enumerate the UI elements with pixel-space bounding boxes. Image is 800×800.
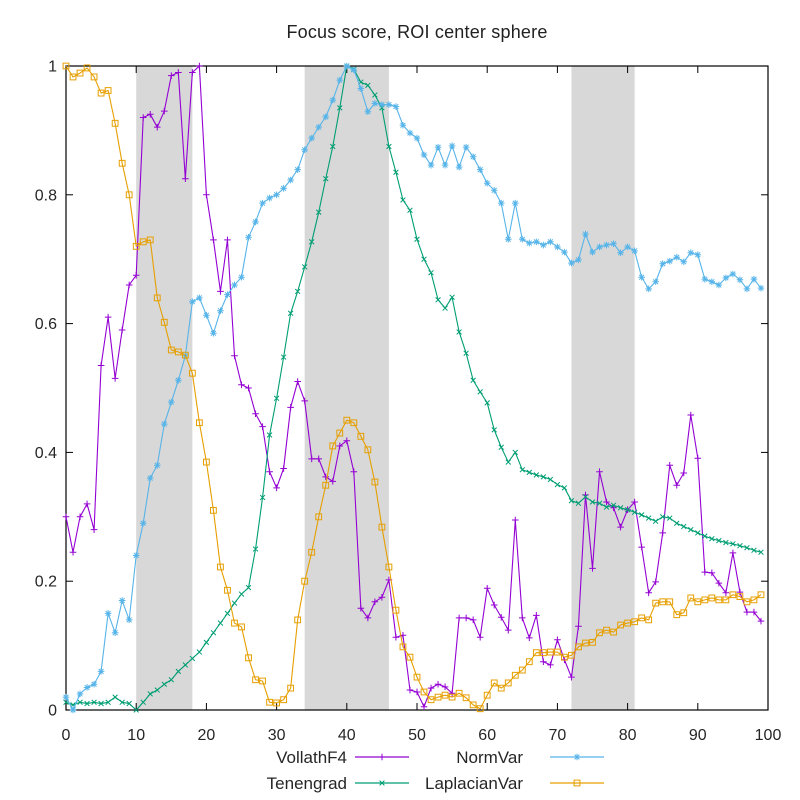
y-tick-label: 0.8 [35, 187, 57, 204]
x-tick-label: 90 [689, 727, 707, 744]
legend-label-laplacianvar: LaplacianVar [425, 774, 523, 793]
legend-sample-marker-tenengrad [379, 780, 385, 786]
legend-label-tenengrad: Tenengrad [267, 774, 347, 793]
x-tick-label: 100 [755, 727, 782, 744]
series-markers-laplacianvar [62, 62, 765, 713]
series-markers-normvar [62, 62, 765, 714]
x-tick-label: 20 [198, 727, 216, 744]
shaded-band [304, 66, 389, 710]
series-line-laplacianvar [65, 65, 762, 710]
shaded-band [136, 66, 193, 710]
x-tick-label: 40 [338, 727, 356, 744]
legend-sample-marker-laplacianvar [573, 779, 581, 787]
x-tick-label: 0 [62, 727, 71, 744]
x-tick-label: 10 [127, 727, 145, 744]
legend-label-normvar: NormVar [456, 748, 523, 767]
y-tick-label: 0.4 [35, 445, 57, 462]
y-tick-label: 0 [48, 703, 57, 720]
series-line-vollathf4 [65, 65, 762, 708]
x-tick-label: 30 [268, 727, 286, 744]
series-line-normvar [65, 65, 762, 711]
x-tick-label: 70 [549, 727, 567, 744]
series-markers-tenengrad [63, 63, 764, 713]
y-tick-label: 1 [48, 59, 57, 76]
y-tick-label: 0.6 [35, 316, 57, 333]
series-line-tenengrad [65, 65, 762, 711]
chart-title: Focus score, ROI center sphere [286, 22, 548, 42]
shaded-band [571, 66, 635, 710]
y-tick-label: 0.2 [35, 574, 57, 591]
x-tick-label: 60 [478, 727, 496, 744]
series-markers-vollathf4 [62, 62, 765, 711]
x-tick-label: 50 [408, 727, 426, 744]
x-tick-label: 80 [619, 727, 637, 744]
legend-sample-marker-normvar [573, 753, 581, 761]
legend-sample-marker-vollathf4 [378, 753, 386, 761]
legend-label-vollathf4: VollathF4 [276, 748, 347, 767]
